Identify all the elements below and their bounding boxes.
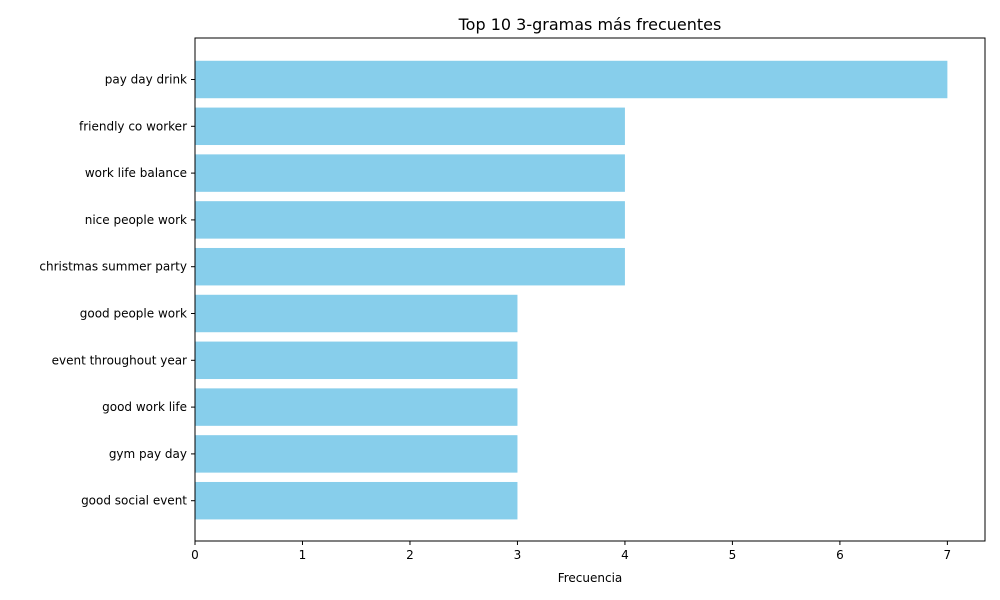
y-tick-label: friendly co worker [79,119,187,133]
bar-good-people-work [195,294,518,333]
x-tick-label: 7 [944,548,952,562]
x-tick-label: 1 [299,548,307,562]
bar-work-life-balance [195,154,625,192]
bars-group [195,60,948,520]
bar-event-throughout-year [195,341,518,380]
bar-pay-day-drink [195,60,948,99]
y-tick-label: event throughout year [52,353,187,367]
bar-good-social-event [195,481,518,520]
x-tick-label: 3 [514,548,522,562]
x-axis-label: Frecuencia [558,571,623,585]
bar-nice-people-work [195,201,625,239]
y-tick-label: good people work [80,307,187,321]
y-tick-label: good work life [102,400,187,414]
x-tick-label: 4 [621,548,629,562]
y-tick-label: nice people work [85,213,187,227]
bar-gym-pay-day [195,435,518,473]
y-tick-label: christmas summer party [39,260,187,274]
y-tick-label: work life balance [85,166,187,180]
chart-title: Top 10 3-gramas más frecuentes [458,15,722,34]
x-axis-ticks: 0 1 2 3 4 5 6 7 [191,541,951,562]
bar-good-work-life [195,388,518,426]
bar-friendly-co-worker [195,107,625,146]
x-tick-label: 5 [729,548,737,562]
y-axis-ticks: pay day drink friendly co worker work life… [39,73,195,508]
bar-christmas-summer-party [195,247,625,286]
y-tick-label: good social event [81,494,187,508]
y-tick-label: pay day drink [105,73,187,87]
x-tick-label: 2 [406,548,414,562]
y-tick-label: gym pay day [109,447,187,461]
x-tick-label: 0 [191,548,199,562]
x-tick-label: 6 [836,548,844,562]
plot-frame [194,37,986,542]
